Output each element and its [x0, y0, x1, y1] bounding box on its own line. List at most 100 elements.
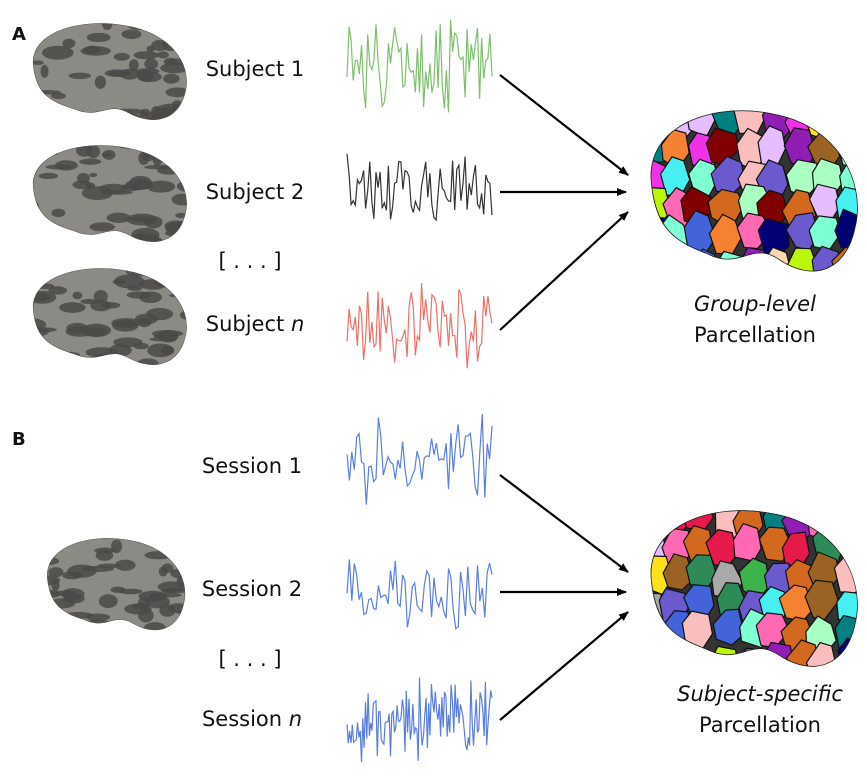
sulcus [152, 330, 183, 337]
sulcus [105, 69, 131, 77]
output-qualifier: Subject-specific [677, 682, 843, 706]
sulcus [89, 222, 114, 231]
sulcus [176, 610, 198, 614]
sulcus [63, 615, 72, 627]
parcel [838, 638, 867, 678]
parcel [692, 249, 719, 290]
sulcus [178, 145, 188, 152]
arrow [500, 612, 628, 720]
sulcus [85, 619, 112, 629]
sulcus [170, 18, 196, 28]
sulcus [172, 194, 194, 206]
sulcus [49, 598, 75, 608]
row-label: Subject 1 [206, 57, 305, 81]
ellipsis: [ . . . ] [218, 647, 281, 671]
sulcus [159, 605, 175, 617]
sulcus [120, 322, 139, 326]
sulcus [32, 60, 44, 65]
sulcus [72, 292, 82, 300]
sulcus [155, 143, 181, 150]
sulcus [166, 87, 189, 97]
sulcus [162, 563, 174, 573]
sulcus [135, 314, 158, 325]
sulcus [140, 238, 165, 248]
sulcus [41, 267, 60, 275]
parcel [634, 641, 662, 676]
sulcus [41, 534, 59, 540]
label-index: 2 [291, 180, 304, 204]
label-index: n [291, 312, 304, 336]
parcel [737, 648, 768, 682]
sulcus [178, 40, 201, 45]
output-name: Parcellation [699, 713, 821, 737]
sulcus [173, 530, 182, 540]
time-series [347, 283, 492, 368]
sulcus [59, 302, 85, 313]
sulcus [42, 46, 74, 60]
sulcus [139, 591, 168, 602]
panel-label: A [12, 24, 26, 45]
sulcus [48, 140, 67, 150]
sulcus [55, 160, 78, 170]
sulcus [157, 51, 169, 58]
figure: A B Subject 1Subject 2Subject n[ . . . ]… [0, 0, 867, 783]
sulcus [16, 154, 34, 158]
sulcus [115, 139, 142, 149]
sulcus [34, 350, 49, 357]
time-series [347, 678, 492, 763]
arrows [500, 75, 628, 720]
parcel [834, 556, 866, 593]
sulcus [153, 154, 163, 165]
time-series [347, 559, 492, 628]
sulcus [67, 565, 96, 578]
sulcus [46, 145, 61, 155]
parcel [829, 506, 863, 539]
sulcus [26, 201, 39, 211]
sulcus [34, 620, 48, 632]
output-qualifier: Group-level [694, 292, 816, 316]
sulcus [175, 213, 187, 218]
sulcus [139, 291, 162, 303]
parcellated-brain [634, 495, 867, 688]
sulcus [113, 337, 142, 347]
label-index: 1 [291, 57, 304, 81]
sulcus [119, 117, 132, 122]
label-index: n [289, 707, 302, 731]
sulcus [141, 18, 156, 27]
sulcus [114, 109, 144, 115]
parcel [638, 243, 670, 280]
sulcus [114, 274, 144, 288]
label-index: 2 [289, 577, 302, 601]
sulcus [40, 65, 48, 78]
sulcus [137, 358, 159, 368]
parcel [838, 98, 867, 136]
sulcus [144, 551, 173, 559]
sulcus [45, 116, 67, 127]
sulcus [18, 114, 33, 120]
parcel [664, 641, 693, 678]
parcel [634, 616, 666, 652]
sulcus [177, 159, 200, 167]
output-name: Parcellation [694, 323, 816, 347]
sulcus [149, 337, 176, 341]
arrow [500, 75, 628, 175]
sulcus [163, 74, 179, 84]
sulcus [31, 327, 57, 332]
label-name: Session [202, 454, 282, 478]
sulcus [17, 277, 43, 289]
sulcus [130, 217, 152, 222]
sulcus [162, 148, 177, 161]
sulcus [134, 51, 159, 59]
sulcus [28, 293, 51, 301]
sulcus [52, 591, 76, 596]
sulcus [144, 58, 158, 69]
parcel [640, 92, 668, 134]
sulcus [165, 230, 196, 237]
label-name: Session [202, 577, 282, 601]
sulcus [113, 363, 128, 367]
sulcus [26, 287, 39, 291]
sulcus [52, 351, 80, 358]
sulcus [69, 73, 92, 79]
sulcus [177, 181, 201, 193]
sulcus [71, 619, 86, 629]
